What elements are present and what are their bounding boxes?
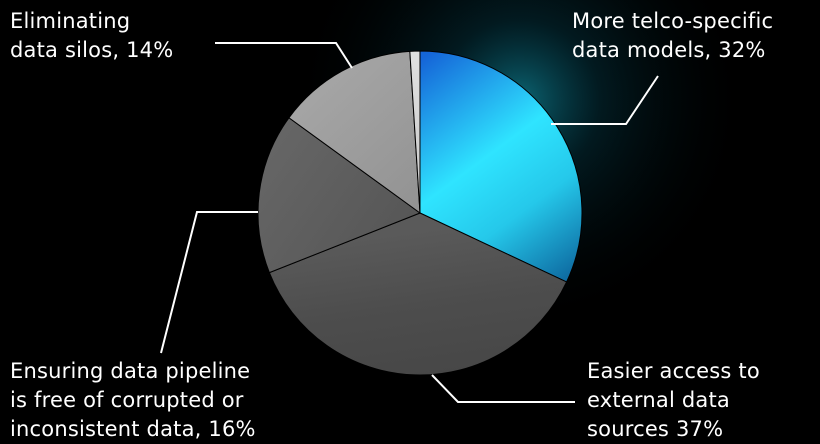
slice-label-line: Eliminating: [10, 9, 131, 33]
leader-line-data-silos: [215, 42, 353, 69]
slice-telco-data-models: [419, 50, 583, 283]
slice-label-line: Ensuring data pipeline: [10, 359, 251, 383]
slice-external-data-sources: [268, 212, 568, 376]
slice-label-line: external data: [587, 388, 730, 412]
slice-label-data-silos: Eliminating data silos, 14%: [10, 7, 173, 65]
slice-other: [409, 50, 421, 214]
slice-label-line: Easier access to: [587, 359, 760, 383]
slice-label-telco-data-models: More telco-specific data models, 32%: [572, 7, 773, 65]
slice-label-data-pipeline: Ensuring data pipeline is free of corrup…: [10, 357, 256, 444]
leader-line-data-pipeline: [160, 211, 258, 354]
leader-line-external-data-sources: [431, 374, 575, 403]
slice-label-line: data models, 32%: [572, 38, 766, 62]
slice-data-pipeline: [257, 117, 422, 274]
slice-label-line: is free of corrupted or: [10, 388, 244, 412]
leader-line-telco-data-models: [551, 75, 659, 125]
slice-label-line: inconsistent data, 16%: [10, 417, 256, 441]
slice-label-line: data silos, 14%: [10, 38, 174, 62]
slice-label-line: sources 37%: [587, 417, 724, 441]
pie-slices: [257, 50, 583, 376]
slice-label-line: More telco-specific: [572, 9, 774, 33]
slice-data-silos: [288, 50, 421, 215]
callout-leader-lines: [160, 42, 659, 403]
slice-label-external-data-sources: Easier access to external data sources 3…: [587, 357, 760, 444]
